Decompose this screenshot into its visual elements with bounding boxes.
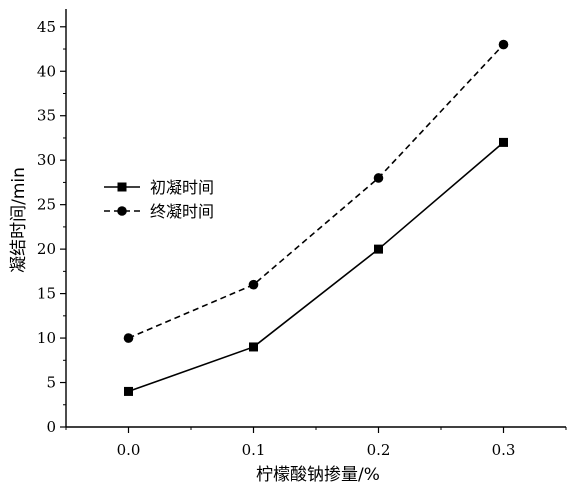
y-tick-label: 25 (37, 196, 56, 214)
y-axis-title: 凝结时间/min (9, 167, 29, 273)
y-tick-label: 35 (37, 107, 56, 125)
series-1 (124, 137, 508, 396)
data-point-circle (123, 333, 134, 343)
series-2 (123, 39, 509, 343)
x-tick-label: 0.1 (242, 441, 266, 459)
y-tick-label: 15 (37, 285, 56, 303)
y-tick-label: 30 (37, 151, 56, 169)
x-tick-label: 0.3 (492, 441, 516, 459)
legend-marker-circle (117, 206, 127, 216)
data-point-circle (498, 39, 509, 50)
legend-marker-square (117, 182, 127, 192)
series-line (128, 141, 505, 393)
x-tick-label: 0.0 (117, 441, 141, 459)
y-tick-label: 0 (46, 418, 56, 436)
chart-axes (65, 9, 566, 428)
x-axis-ticks: 0.0 0.1 0.2 0.3 (65, 427, 567, 459)
series-layer (123, 39, 509, 396)
legend-label: 初凝时间 (150, 178, 214, 197)
x-axis-title: 柠檬酸钠掺量/% (256, 465, 380, 485)
data-point-square (499, 137, 508, 147)
y-tick-label: 40 (37, 62, 56, 80)
series-line (128, 44, 505, 339)
data-point-square (374, 244, 383, 254)
legend-label: 终凝时间 (150, 202, 214, 221)
y-tick-label: 10 (37, 329, 56, 347)
y-axis-ticks: 0 5 10 15 20 25 30 35 40 45 (37, 18, 66, 436)
y-tick-label: 20 (37, 240, 56, 258)
y-tick-label: 5 (46, 374, 56, 392)
data-point-square (249, 342, 258, 352)
x-tick-label: 0.2 (367, 441, 391, 459)
data-point-circle (373, 173, 384, 183)
data-point-square (124, 386, 133, 396)
y-tick-label: 45 (37, 18, 56, 36)
data-point-circle (248, 279, 259, 290)
